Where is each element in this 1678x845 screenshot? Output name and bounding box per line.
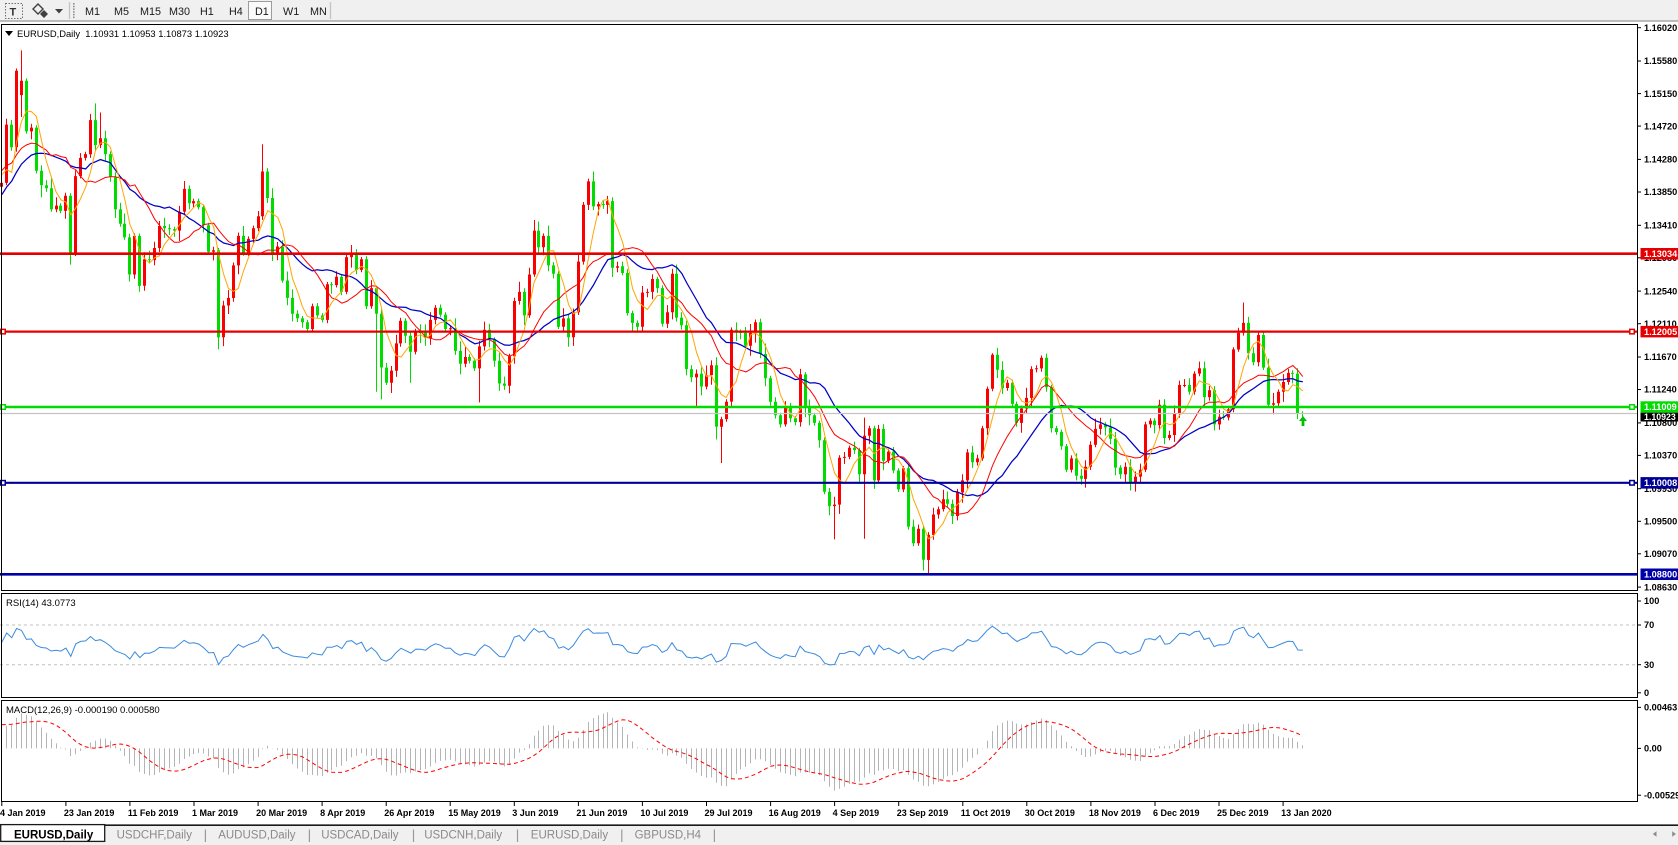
svg-text:1.11670: 1.11670	[1644, 352, 1677, 362]
svg-text:23 Sep 2019: 23 Sep 2019	[897, 808, 949, 818]
svg-text:W1: W1	[283, 6, 299, 18]
svg-text:1.13850: 1.13850	[1644, 187, 1677, 197]
svg-text:16 Aug 2019: 16 Aug 2019	[769, 808, 821, 818]
svg-text:1.15580: 1.15580	[1644, 56, 1677, 66]
svg-text:1.12005: 1.12005	[1644, 327, 1677, 337]
svg-text:EURUSD,Daily: EURUSD,Daily	[531, 830, 609, 842]
svg-text:10 Jul 2019: 10 Jul 2019	[640, 808, 688, 818]
svg-text:1.12540: 1.12540	[1644, 286, 1677, 296]
svg-text:11 Oct 2019: 11 Oct 2019	[961, 808, 1011, 818]
svg-text:11 Feb 2019: 11 Feb 2019	[128, 808, 179, 818]
svg-text:1.13410: 1.13410	[1644, 221, 1677, 231]
svg-text:1.10800: 1.10800	[1644, 418, 1677, 428]
svg-text:1.09500: 1.09500	[1644, 517, 1677, 527]
svg-text:D1: D1	[255, 6, 269, 18]
svg-text:0: 0	[1644, 688, 1649, 698]
svg-text:29 Jul 2019: 29 Jul 2019	[705, 808, 753, 818]
svg-text:70: 70	[1644, 620, 1654, 630]
svg-text:4 Jan 2019: 4 Jan 2019	[0, 808, 46, 818]
svg-text:1.11009: 1.11009	[1644, 402, 1677, 412]
svg-text:MACD(12,26,9) -0.000190 0.0005: MACD(12,26,9) -0.000190 0.000580	[6, 705, 160, 716]
svg-text:1.08800: 1.08800	[1644, 570, 1677, 580]
svg-text:H1: H1	[200, 6, 214, 18]
svg-text:1.10370: 1.10370	[1644, 451, 1677, 461]
svg-text:GBPUSD,H4: GBPUSD,H4	[635, 830, 702, 842]
svg-text:21 Jun 2019: 21 Jun 2019	[576, 808, 627, 818]
svg-text:0.00463: 0.00463	[1644, 703, 1677, 713]
svg-text:1.15150: 1.15150	[1644, 89, 1677, 99]
svg-text:13 Jan 2020: 13 Jan 2020	[1281, 808, 1332, 818]
svg-text:1.13034: 1.13034	[1644, 249, 1678, 259]
svg-text:8 Apr 2019: 8 Apr 2019	[320, 808, 365, 818]
svg-text:100: 100	[1644, 596, 1659, 606]
svg-text:23 Jan 2019: 23 Jan 2019	[64, 808, 115, 818]
svg-text:AUDUSD,Daily: AUDUSD,Daily	[218, 830, 296, 842]
svg-text:1.09930: 1.09930	[1644, 484, 1677, 494]
svg-text:H4: H4	[229, 6, 243, 18]
svg-text:M5: M5	[114, 6, 129, 18]
svg-text:6 Dec 2019: 6 Dec 2019	[1153, 808, 1200, 818]
svg-text:EURUSD,Daily: EURUSD,Daily	[14, 830, 94, 842]
svg-text:-0.00529: -0.00529	[1644, 790, 1678, 800]
svg-text:1 Mar 2019: 1 Mar 2019	[192, 808, 238, 818]
svg-text:T: T	[10, 7, 17, 19]
svg-text:4 Sep 2019: 4 Sep 2019	[833, 808, 880, 818]
svg-text:30 Oct 2019: 30 Oct 2019	[1025, 808, 1075, 818]
svg-text:30: 30	[1644, 660, 1654, 670]
svg-text:20 Mar 2019: 20 Mar 2019	[256, 808, 307, 818]
svg-text:1.10923: 1.10923	[1644, 412, 1676, 422]
svg-text:1.14280: 1.14280	[1644, 155, 1677, 165]
svg-text:EURUSD,Daily 1.10931 1.10953: EURUSD,Daily 1.10931 1.10953 1.10873 1.1…	[17, 28, 229, 39]
svg-text:USDCNH,Daily: USDCNH,Daily	[424, 830, 502, 842]
svg-text:0.00: 0.00	[1644, 744, 1662, 754]
svg-text:1.12110: 1.12110	[1644, 319, 1677, 329]
svg-text:M15: M15	[140, 6, 161, 18]
svg-text:25 Dec 2019: 25 Dec 2019	[1217, 808, 1269, 818]
svg-text:M30: M30	[169, 6, 190, 18]
svg-text:1.16020: 1.16020	[1644, 23, 1677, 33]
svg-text:USDCAD,Daily: USDCAD,Daily	[321, 830, 399, 842]
svg-text:1.14720: 1.14720	[1644, 121, 1677, 131]
svg-text:M1: M1	[85, 6, 100, 18]
svg-text:18 Nov 2019: 18 Nov 2019	[1089, 808, 1141, 818]
svg-text:15 May 2019: 15 May 2019	[448, 808, 501, 818]
svg-text:RSI(14) 43.0773: RSI(14) 43.0773	[6, 598, 76, 609]
svg-text:USDCHF,Daily: USDCHF,Daily	[117, 830, 193, 842]
svg-text:1.09070: 1.09070	[1644, 549, 1677, 559]
svg-text:1.11240: 1.11240	[1644, 385, 1677, 395]
svg-text:MN: MN	[310, 6, 327, 18]
svg-text:26 Apr 2019: 26 Apr 2019	[384, 808, 434, 818]
svg-text:3 Jun 2019: 3 Jun 2019	[512, 808, 558, 818]
svg-text:1.08630: 1.08630	[1644, 582, 1677, 592]
svg-text:1.10008: 1.10008	[1644, 478, 1677, 488]
